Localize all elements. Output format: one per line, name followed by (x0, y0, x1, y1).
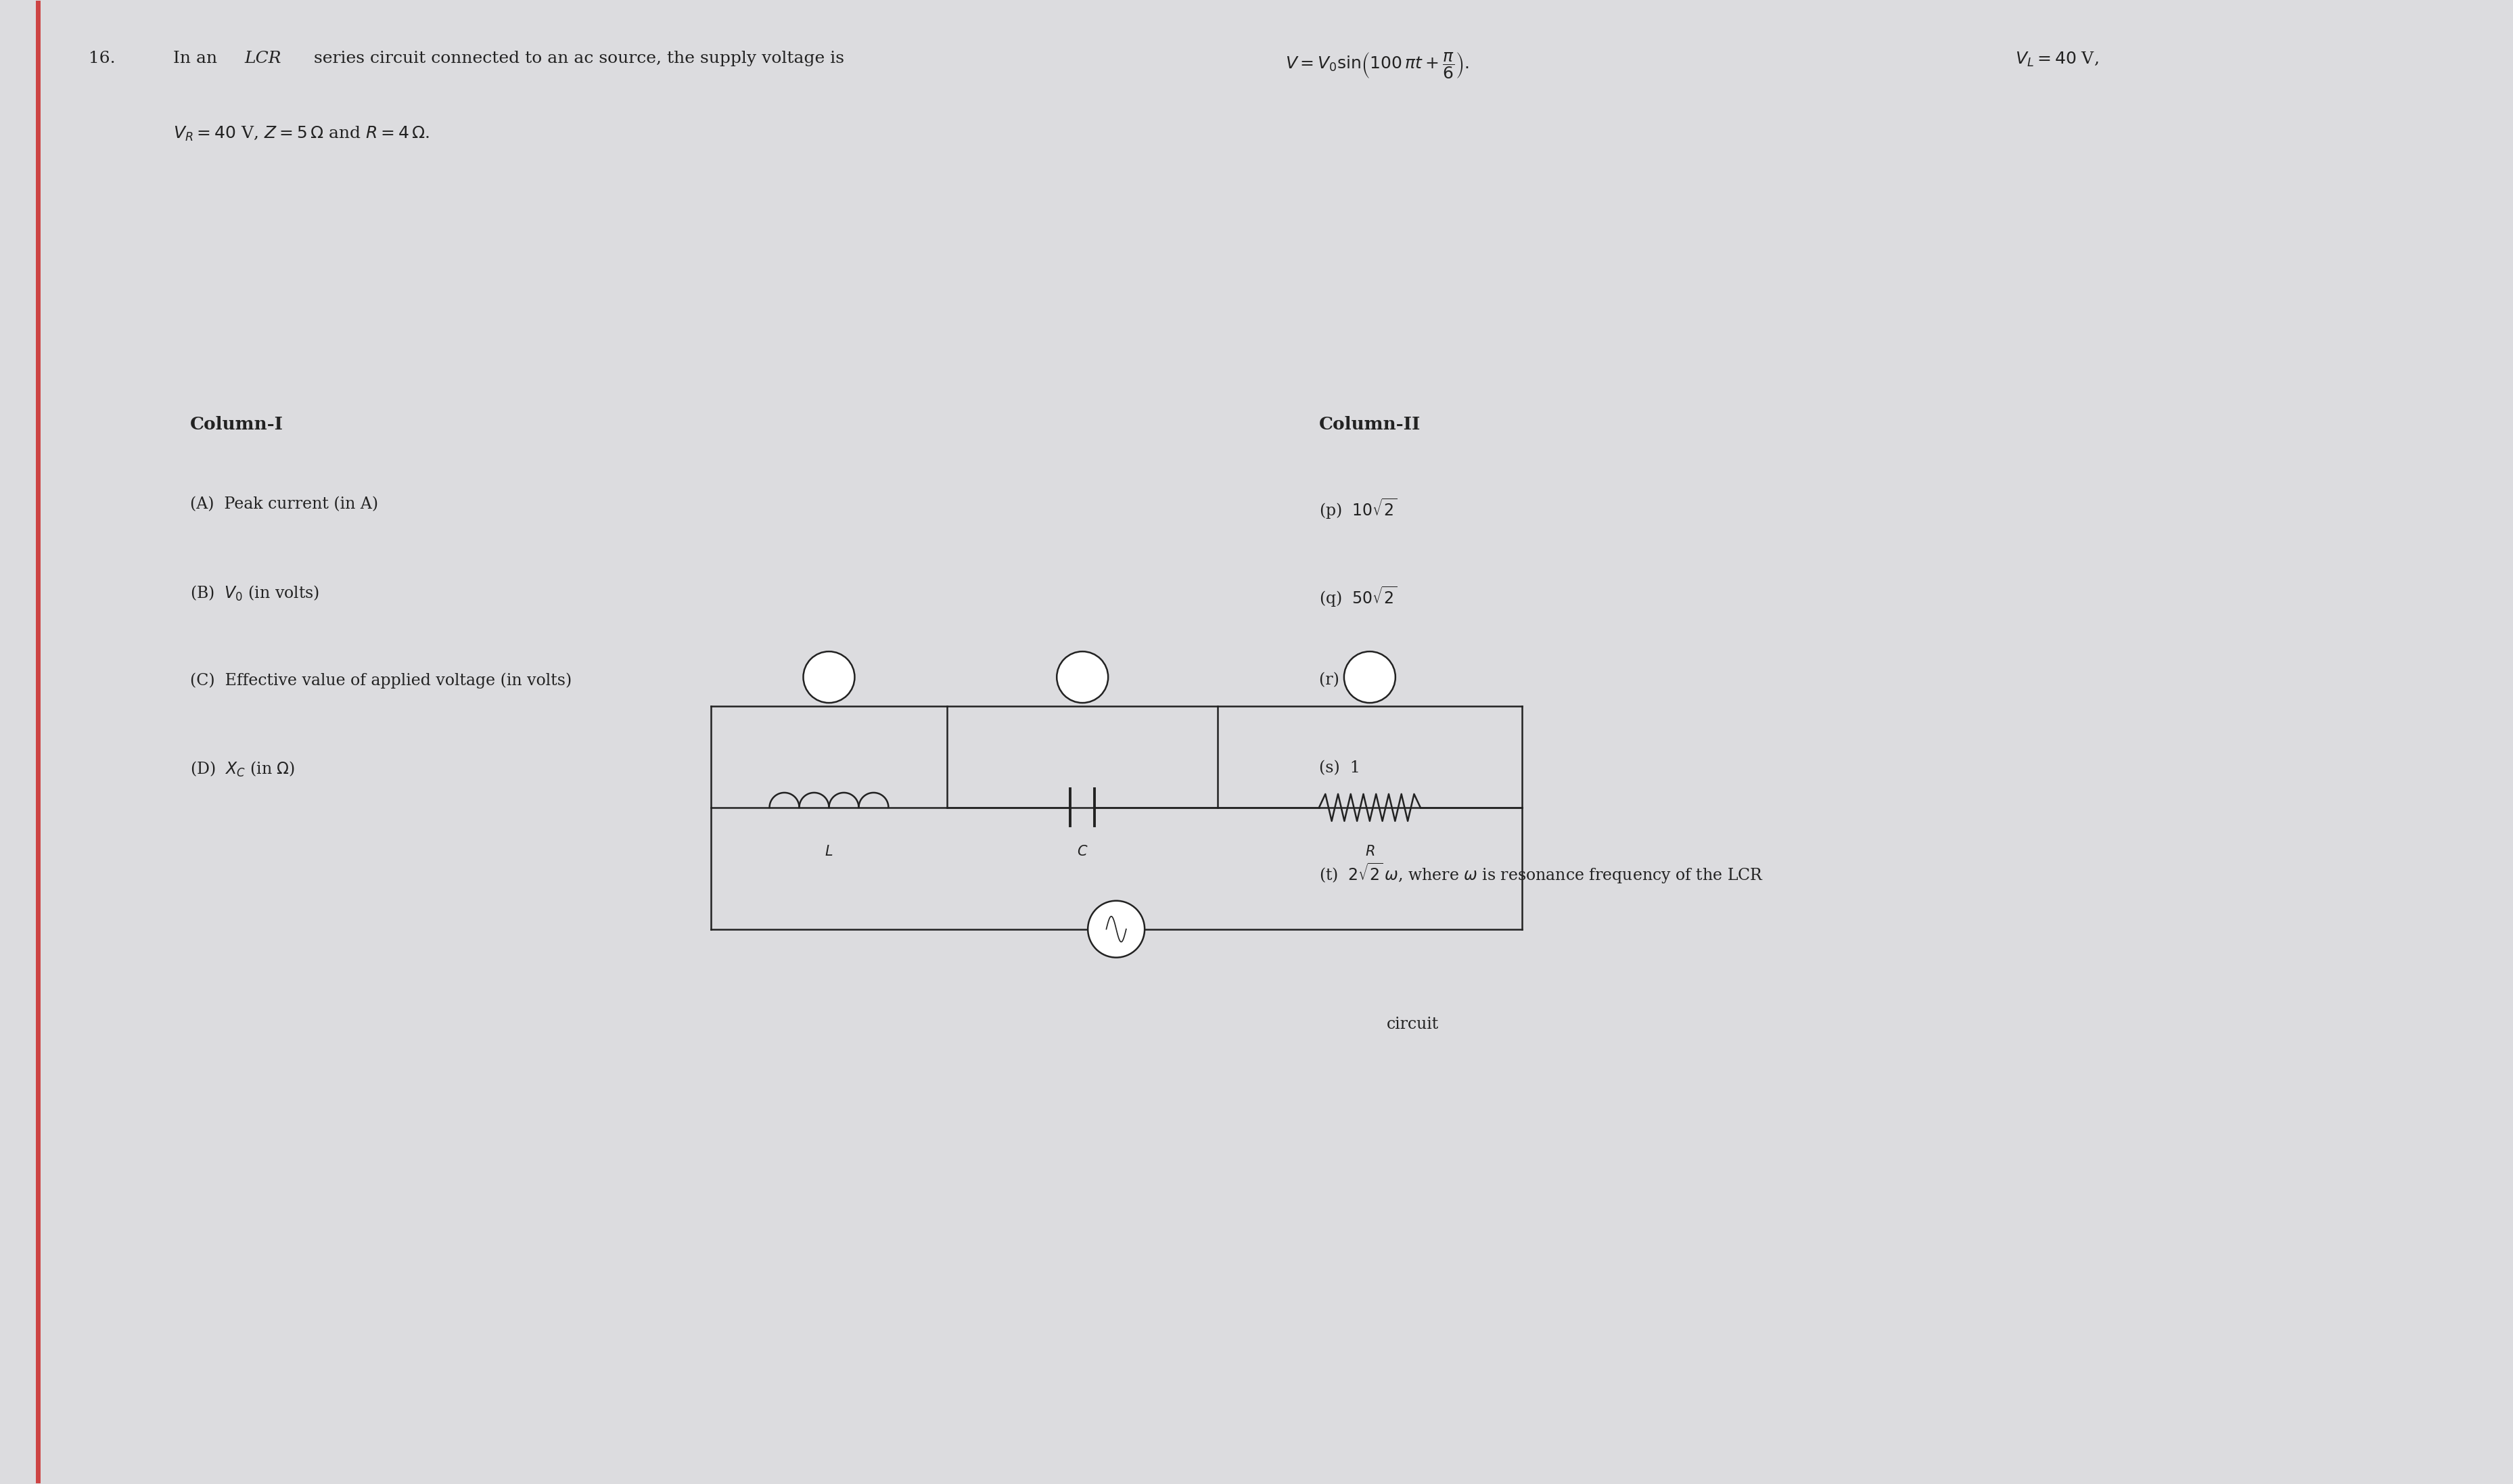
Text: $V_L = 40$ V,: $V_L = 40$ V, (2015, 50, 2098, 68)
Text: $L$: $L$ (824, 844, 834, 858)
Text: $V_C$: $V_C$ (1076, 671, 1091, 684)
Text: (s)  1: (s) 1 (1319, 760, 1360, 776)
Text: circuit: circuit (1387, 1017, 1440, 1033)
Text: (B)  $V_0$ (in volts): (B) $V_0$ (in volts) (191, 585, 319, 603)
Text: $R$: $R$ (1365, 844, 1375, 858)
Text: $V_R$: $V_R$ (1362, 671, 1377, 684)
Text: 16.: 16. (88, 50, 116, 67)
Text: $V_R = 40$ V, $Z = 5\,\Omega$ and $R = 4\,\Omega$.: $V_R = 40$ V, $Z = 5\,\Omega$ and $R = 4… (173, 125, 430, 142)
Text: (r)  50: (r) 50 (1319, 672, 1370, 689)
Text: series circuit connected to an ac source, the supply voltage is: series circuit connected to an ac source… (309, 50, 849, 67)
Circle shape (1088, 901, 1143, 957)
Text: (t)  $2\sqrt{2}\,\omega$, where $\omega$ is resonance frequency of the LCR: (t) $2\sqrt{2}\,\omega$, where $\omega$ … (1319, 862, 1764, 886)
Circle shape (1344, 651, 1395, 703)
Circle shape (1058, 651, 1108, 703)
Text: (D)  $X_C$ (in $\Omega$): (D) $X_C$ (in $\Omega$) (191, 760, 294, 779)
Text: LCR: LCR (244, 50, 281, 67)
Text: (C)  Effective value of applied voltage (in volts): (C) Effective value of applied voltage (… (191, 672, 573, 689)
Text: In an: In an (173, 50, 224, 67)
Text: Column-II: Column-II (1319, 416, 1420, 433)
Text: Column-I: Column-I (191, 416, 284, 433)
Circle shape (804, 651, 854, 703)
Text: (q)  $50\sqrt{2}$: (q) $50\sqrt{2}$ (1319, 585, 1397, 608)
Text: $C$: $C$ (1078, 844, 1088, 858)
Text: $V = V_0 \sin\!\left(100\,\pi t + \dfrac{\pi}{6}\right).$: $V = V_0 \sin\!\left(100\,\pi t + \dfrac… (1284, 50, 1468, 80)
Text: (A)  Peak current (in A): (A) Peak current (in A) (191, 497, 379, 512)
Text: $V_L$: $V_L$ (822, 671, 837, 684)
Text: (p)  $10\sqrt{2}$: (p) $10\sqrt{2}$ (1319, 497, 1397, 521)
